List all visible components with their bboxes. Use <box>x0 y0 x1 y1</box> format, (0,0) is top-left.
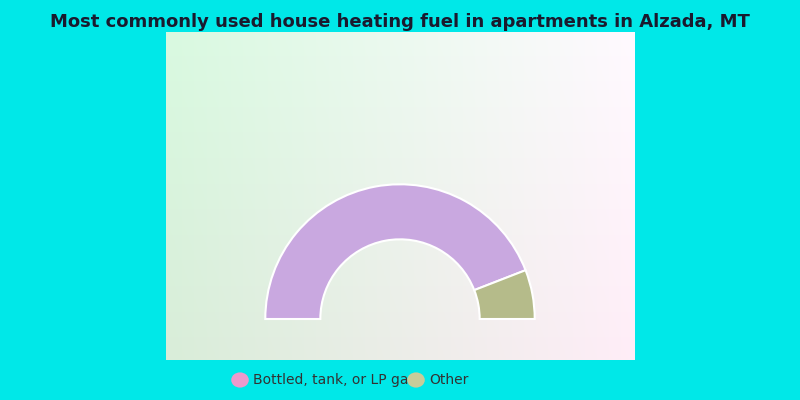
Wedge shape <box>474 270 534 319</box>
Text: Bottled, tank, or LP gas: Bottled, tank, or LP gas <box>253 373 415 387</box>
Ellipse shape <box>231 372 249 388</box>
Wedge shape <box>266 184 526 319</box>
Text: Other: Other <box>429 373 468 387</box>
Ellipse shape <box>407 372 425 388</box>
Text: Most commonly used house heating fuel in apartments in Alzada, MT: Most commonly used house heating fuel in… <box>50 13 750 31</box>
